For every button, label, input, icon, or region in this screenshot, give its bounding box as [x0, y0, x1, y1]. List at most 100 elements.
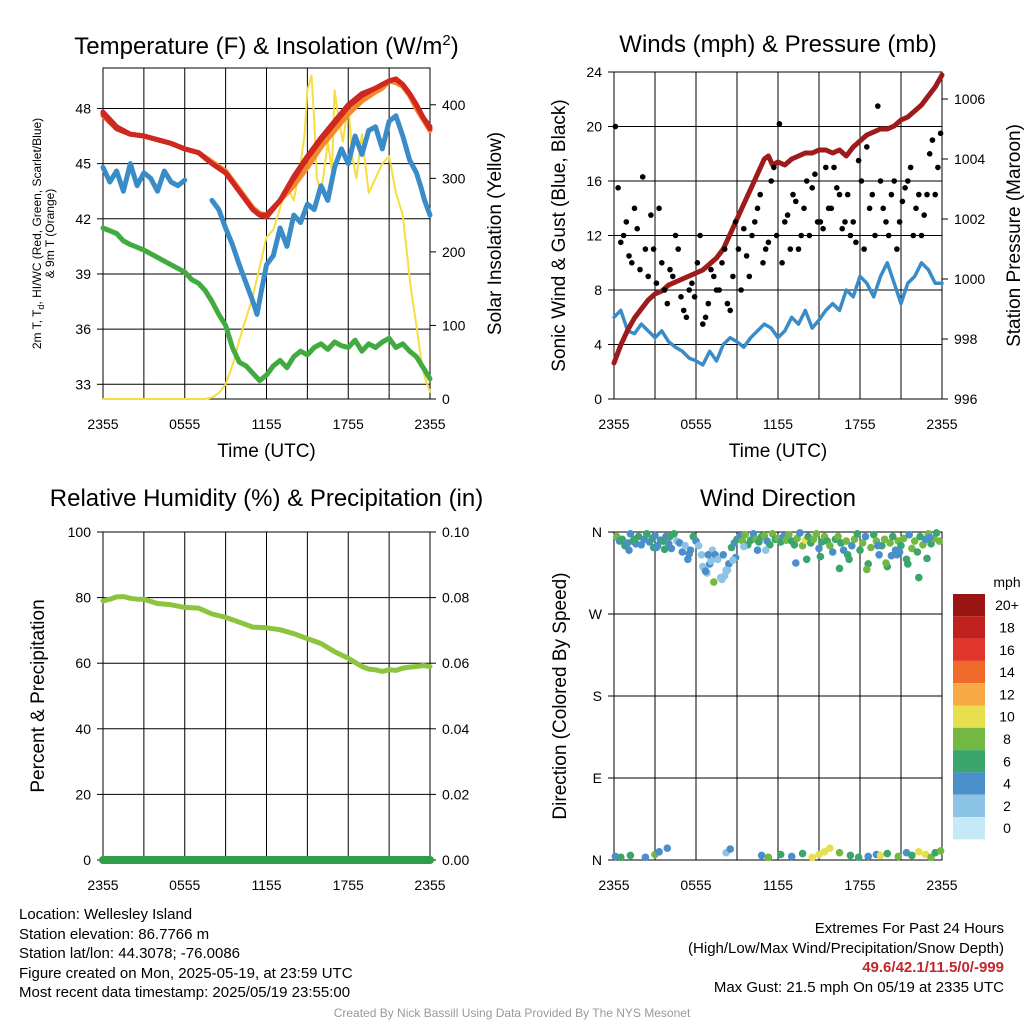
wind-gust-point [820, 225, 826, 232]
direction-title: Wind Direction [700, 485, 856, 512]
credit-line: Created By Nick Bassill Using Data Provi… [333, 1006, 691, 1020]
wind-gust-point [907, 164, 914, 171]
direction-point [848, 541, 856, 550]
direction-point [834, 532, 842, 541]
direction-point [897, 541, 905, 550]
direction-point [729, 556, 737, 564]
wind-gust-point [891, 178, 897, 184]
wind-gust-point [929, 137, 936, 143]
wind-gust-point [872, 232, 878, 239]
direction-point [867, 543, 875, 552]
direction-point [908, 544, 916, 553]
wind-gust-point [639, 174, 646, 180]
wind-gust-point [866, 205, 873, 212]
wind-y2-tick-label: 996 [954, 391, 978, 407]
wind-x-tick-label: 1155 [763, 416, 793, 432]
direction-point [826, 541, 834, 550]
temp-title: Temperature (F) & Insolation (W/m2) [74, 32, 458, 60]
direction-grid [608, 531, 943, 861]
direction-y-tick-label: S [593, 688, 602, 704]
temp-y-axis-label: 2m T, Td, HI/WC (Red, Green, Scarlet/Blu… [30, 118, 46, 349]
rh-y-tick-label: 40 [75, 721, 91, 737]
direction-point [869, 530, 878, 539]
wind-y-tick-label: 16 [586, 173, 602, 189]
wind-gust-point [680, 307, 687, 314]
wind-gust-point [801, 205, 807, 212]
direction-y-axis-label: Direction (Colored By Speed) [550, 572, 571, 819]
station-elevation: Station elevation: 86.7766 m [19, 925, 210, 943]
wind-gust-point [880, 205, 886, 212]
wind-gust-point [779, 260, 785, 266]
wind-gust-point [620, 232, 627, 239]
direction-x-tick-label: 1755 [844, 877, 875, 893]
temp-y2-tick-label: 100 [442, 317, 466, 333]
direction-point [660, 545, 669, 554]
max-gust: Max Gust: 21.5 mph On 05/19 at 2335 UTC [713, 978, 1004, 996]
wind-x-axis-label: Time (UTC) [729, 441, 828, 462]
direction-point [932, 529, 941, 537]
direction-point [846, 851, 855, 860]
wind-gust-point [702, 314, 709, 321]
wind-gust-point [817, 219, 824, 225]
wind-gust-point [634, 225, 640, 232]
wind-x-tick-label: 2355 [598, 416, 629, 432]
direction-point [820, 848, 829, 856]
temp-series-dewpoint [100, 225, 433, 384]
direction-point [726, 845, 734, 853]
wind-gust-point [899, 198, 906, 205]
temp-x-tick-label: 2355 [87, 416, 118, 432]
direction-point [874, 541, 882, 550]
direction-point [936, 847, 945, 855]
rh-y-tick-label: 80 [75, 590, 91, 606]
direction-point [796, 529, 804, 537]
direction-point [630, 535, 639, 544]
colorbar-label: 0 [1003, 820, 1011, 836]
direction-point [882, 559, 890, 567]
colorbar-label: 2 [1003, 798, 1011, 814]
rh-y2-tick-label: 0.10 [442, 524, 469, 540]
direction-point [880, 535, 889, 544]
wind-gust-point [650, 246, 657, 252]
wind-title: Winds (mph) & Pressure (mb) [619, 31, 936, 58]
wind-gust-point [869, 191, 876, 198]
direction-point [643, 530, 651, 538]
direction-point [704, 551, 713, 559]
direction-point [651, 531, 659, 540]
wind-y2-tick-label: 1006 [954, 91, 985, 107]
wind-gust-point [784, 212, 791, 218]
temp-y2-axis-label: Solar Insolation (Yellow) [485, 132, 506, 335]
direction-point [655, 848, 663, 856]
wind-gust-point [883, 219, 889, 225]
direction-x-tick-label: 0555 [680, 877, 711, 893]
temp-y-axis-label-line2: & 9m T (Orange) [43, 189, 57, 279]
wind-gust-point [738, 287, 744, 293]
wind-gust-point [782, 219, 788, 225]
direction-point [842, 537, 851, 545]
rh-y2-tick-label: 0.08 [442, 590, 469, 606]
direction-point [802, 555, 811, 564]
direction-point [663, 844, 672, 852]
direction-y-tick-label: N [592, 852, 602, 868]
wind-frame [613, 71, 943, 400]
colorbar-swatch [953, 750, 985, 773]
wind-gust-point [806, 232, 813, 239]
temp-x-tick-label: 2355 [414, 416, 445, 432]
wind-gust-point [888, 191, 895, 198]
colorbar-label: 10 [999, 709, 1015, 725]
direction-point [835, 848, 844, 857]
wind-gust-point [721, 246, 728, 252]
direction-point [887, 551, 896, 560]
temp-y-tick-label: 33 [75, 376, 91, 392]
wind-gust-point [678, 294, 684, 300]
wind-gust-point [719, 260, 725, 266]
direction-point [863, 565, 871, 574]
wind-gust-point [896, 219, 903, 225]
colorbar-swatch [953, 772, 985, 795]
direction-point [617, 853, 625, 862]
direction-point [626, 851, 635, 860]
direction-point [776, 850, 785, 859]
direction-point [694, 541, 703, 550]
extremes-panel: Extremes For Past 24 Hours (High/Low/Max… [688, 919, 1004, 997]
colorbar-swatch [953, 817, 985, 840]
wind-gust-point [875, 103, 881, 109]
